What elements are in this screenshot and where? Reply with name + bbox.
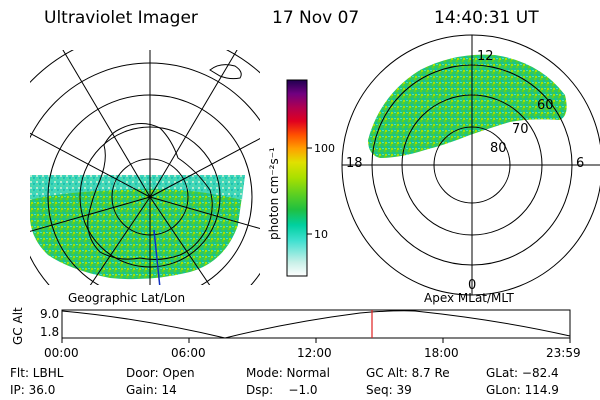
apex-title: Apex MLat/MLT xyxy=(424,291,514,305)
time-label: 14:40:31 UT xyxy=(434,8,539,28)
longitude-lines xyxy=(30,50,260,285)
info-gc-alt: GC Alt: 8.7 Re xyxy=(366,366,450,380)
date-label: 17 Nov 07 xyxy=(272,8,360,28)
geographic-title: Geographic Lat/Lon xyxy=(68,291,185,305)
timeline-ylabel: GC Alt xyxy=(11,307,25,345)
colorbar-tick-label-100: 100 xyxy=(314,142,335,155)
timeline-xtick-1800: 18:00 xyxy=(424,346,459,360)
timeline-xtick-1200: 12:00 xyxy=(297,346,332,360)
mlat-label-80: 80 xyxy=(490,141,507,156)
info-filter: Flt: LBHL xyxy=(10,366,64,380)
info-ip: IP: 36.0 xyxy=(10,383,56,397)
info-gain: Gain: 14 xyxy=(126,383,177,397)
info-door: Door: Open xyxy=(126,366,195,380)
mlat-label-60: 60 xyxy=(537,98,554,113)
mlt-label-6: 6 xyxy=(576,156,584,171)
aurora-image-edge xyxy=(30,175,245,200)
info-mode: Mode: Normal xyxy=(246,366,330,380)
info-glon: GLon: 114.9 xyxy=(486,383,559,397)
timeline-xtick-0600: 06:00 xyxy=(171,346,206,360)
colorbar-unit-label: photon cm⁻²s⁻¹ xyxy=(267,147,281,240)
timeline-ytick-1-8: 1.8 xyxy=(40,325,59,339)
timeline-frame xyxy=(61,309,571,339)
apex-map: 12 18 6 0 60 70 80 xyxy=(341,34,600,296)
timeline-ticks xyxy=(61,338,571,343)
instrument-title: Ultraviolet Imager xyxy=(44,8,198,28)
mlt-label-12: 12 xyxy=(477,49,494,64)
geographic-map xyxy=(30,50,260,285)
info-seq: Seq: 39 xyxy=(366,383,412,397)
mlt-label-18: 18 xyxy=(346,156,363,171)
info-glat: GLat: −82.4 xyxy=(486,366,559,380)
coastline-fragment xyxy=(209,64,242,80)
colorbar xyxy=(286,79,308,277)
timeline-ytick-9: 9.0 xyxy=(40,307,59,321)
satellite-track xyxy=(153,229,161,285)
aurora-image-apex xyxy=(368,54,567,158)
altitude-timeline: 9.0 1.8 GC Alt xyxy=(11,307,571,345)
mlt-label-0: 0 xyxy=(468,278,476,293)
timeline-xtick-0000: 00:00 xyxy=(44,346,79,360)
colorbar-tick-label-10: 10 xyxy=(314,228,328,241)
antarctica-coastline xyxy=(87,123,213,260)
info-dsp: Dsp: −1.0 xyxy=(246,383,318,397)
altitude-curve xyxy=(61,310,571,339)
timeline-xtick-2359: 23:59 xyxy=(546,346,581,360)
mlat-label-70: 70 xyxy=(512,122,529,137)
